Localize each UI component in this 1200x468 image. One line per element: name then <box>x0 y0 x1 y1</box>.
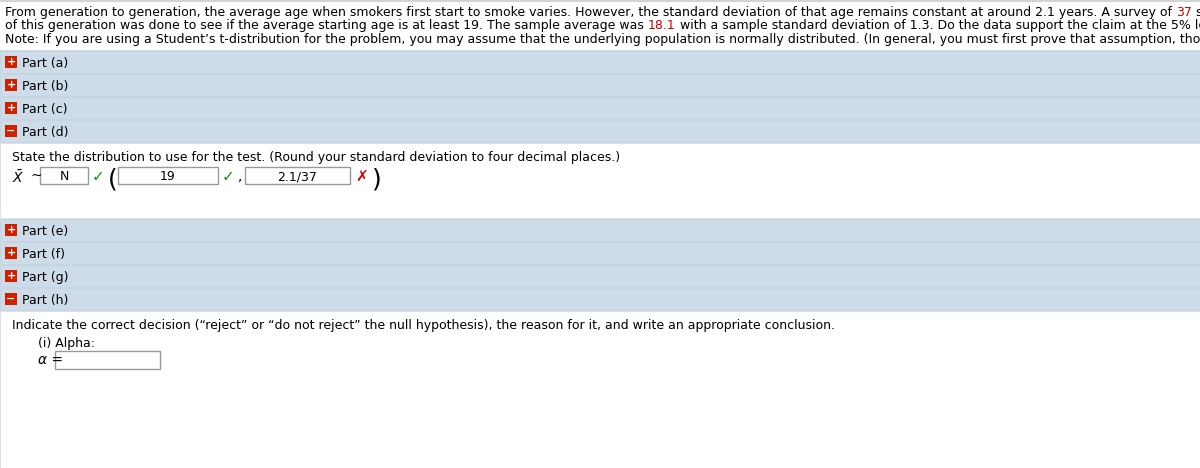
Bar <box>5 270 17 282</box>
Text: +: + <box>6 271 16 281</box>
Text: Part (d): Part (d) <box>22 126 68 139</box>
Text: $\bar{X}$: $\bar{X}$ <box>12 169 24 186</box>
Bar <box>5 79 17 91</box>
Text: Part (g): Part (g) <box>22 271 68 284</box>
Bar <box>0 265 1200 287</box>
Text: Indicate the correct decision (“reject” or “do not reject” the null hypothesis),: Indicate the correct decision (“reject” … <box>12 319 835 332</box>
Text: Part (a): Part (a) <box>22 57 68 70</box>
Bar <box>55 351 160 369</box>
Text: Part (f): Part (f) <box>22 248 65 261</box>
Text: From generation to generation, the average age when smokers first start to smoke: From generation to generation, the avera… <box>5 6 1176 19</box>
Text: α =: α = <box>38 353 64 367</box>
Bar <box>0 242 1200 264</box>
Text: of this generation was done to see if the average starting age is at least 19. T: of this generation was done to see if th… <box>5 19 648 32</box>
Bar <box>40 167 88 184</box>
Text: Part (h): Part (h) <box>22 294 68 307</box>
Text: ): ) <box>372 167 382 191</box>
Bar <box>0 0 1200 1</box>
Text: ✗: ✗ <box>355 170 367 185</box>
Text: (: ( <box>108 167 118 191</box>
Bar <box>0 74 1200 96</box>
Bar <box>0 51 1200 73</box>
Text: −: − <box>6 294 16 304</box>
Bar <box>5 293 17 305</box>
Text: +: + <box>6 80 16 90</box>
Text: 18.1: 18.1 <box>648 19 676 32</box>
Text: (i) Alpha:: (i) Alpha: <box>38 337 95 350</box>
Bar <box>245 167 350 184</box>
Text: with a sample standard deviation of 1.3. Do the data support the claim at the 5%: with a sample standard deviation of 1.3.… <box>676 19 1200 32</box>
Text: +: + <box>6 248 16 258</box>
Text: 37: 37 <box>1176 6 1192 19</box>
Text: −: − <box>6 126 16 136</box>
Text: State the distribution to use for the test. (Round your standard deviation to fo: State the distribution to use for the te… <box>12 151 620 164</box>
Text: Part (b): Part (b) <box>22 80 68 93</box>
Bar <box>5 102 17 114</box>
Bar <box>0 50 1200 51</box>
Text: N: N <box>59 170 68 183</box>
Text: Part (c): Part (c) <box>22 103 67 116</box>
Text: ,: , <box>238 169 242 183</box>
Bar <box>118 167 218 184</box>
Text: +: + <box>6 225 16 235</box>
Bar <box>5 56 17 68</box>
Text: ✓: ✓ <box>222 169 235 184</box>
Bar <box>0 288 1200 310</box>
Text: smokers: smokers <box>1192 6 1200 19</box>
Bar <box>5 224 17 236</box>
Bar <box>5 247 17 259</box>
Text: ✓: ✓ <box>92 169 104 184</box>
Text: 2.1/37: 2.1/37 <box>277 170 317 183</box>
Bar <box>0 143 1200 218</box>
Bar <box>0 311 1200 468</box>
Bar <box>0 219 1200 241</box>
Text: ~: ~ <box>30 169 42 183</box>
Text: Part (e): Part (e) <box>22 225 68 238</box>
Bar <box>0 97 1200 119</box>
Text: +: + <box>6 57 16 67</box>
Text: Note: If you are using a Student’s t-distribution for the problem, you may assum: Note: If you are using a Student’s t-dis… <box>5 33 1200 46</box>
Text: +: + <box>6 103 16 113</box>
Text: 19: 19 <box>160 170 176 183</box>
Bar <box>0 120 1200 142</box>
Bar <box>5 125 17 137</box>
